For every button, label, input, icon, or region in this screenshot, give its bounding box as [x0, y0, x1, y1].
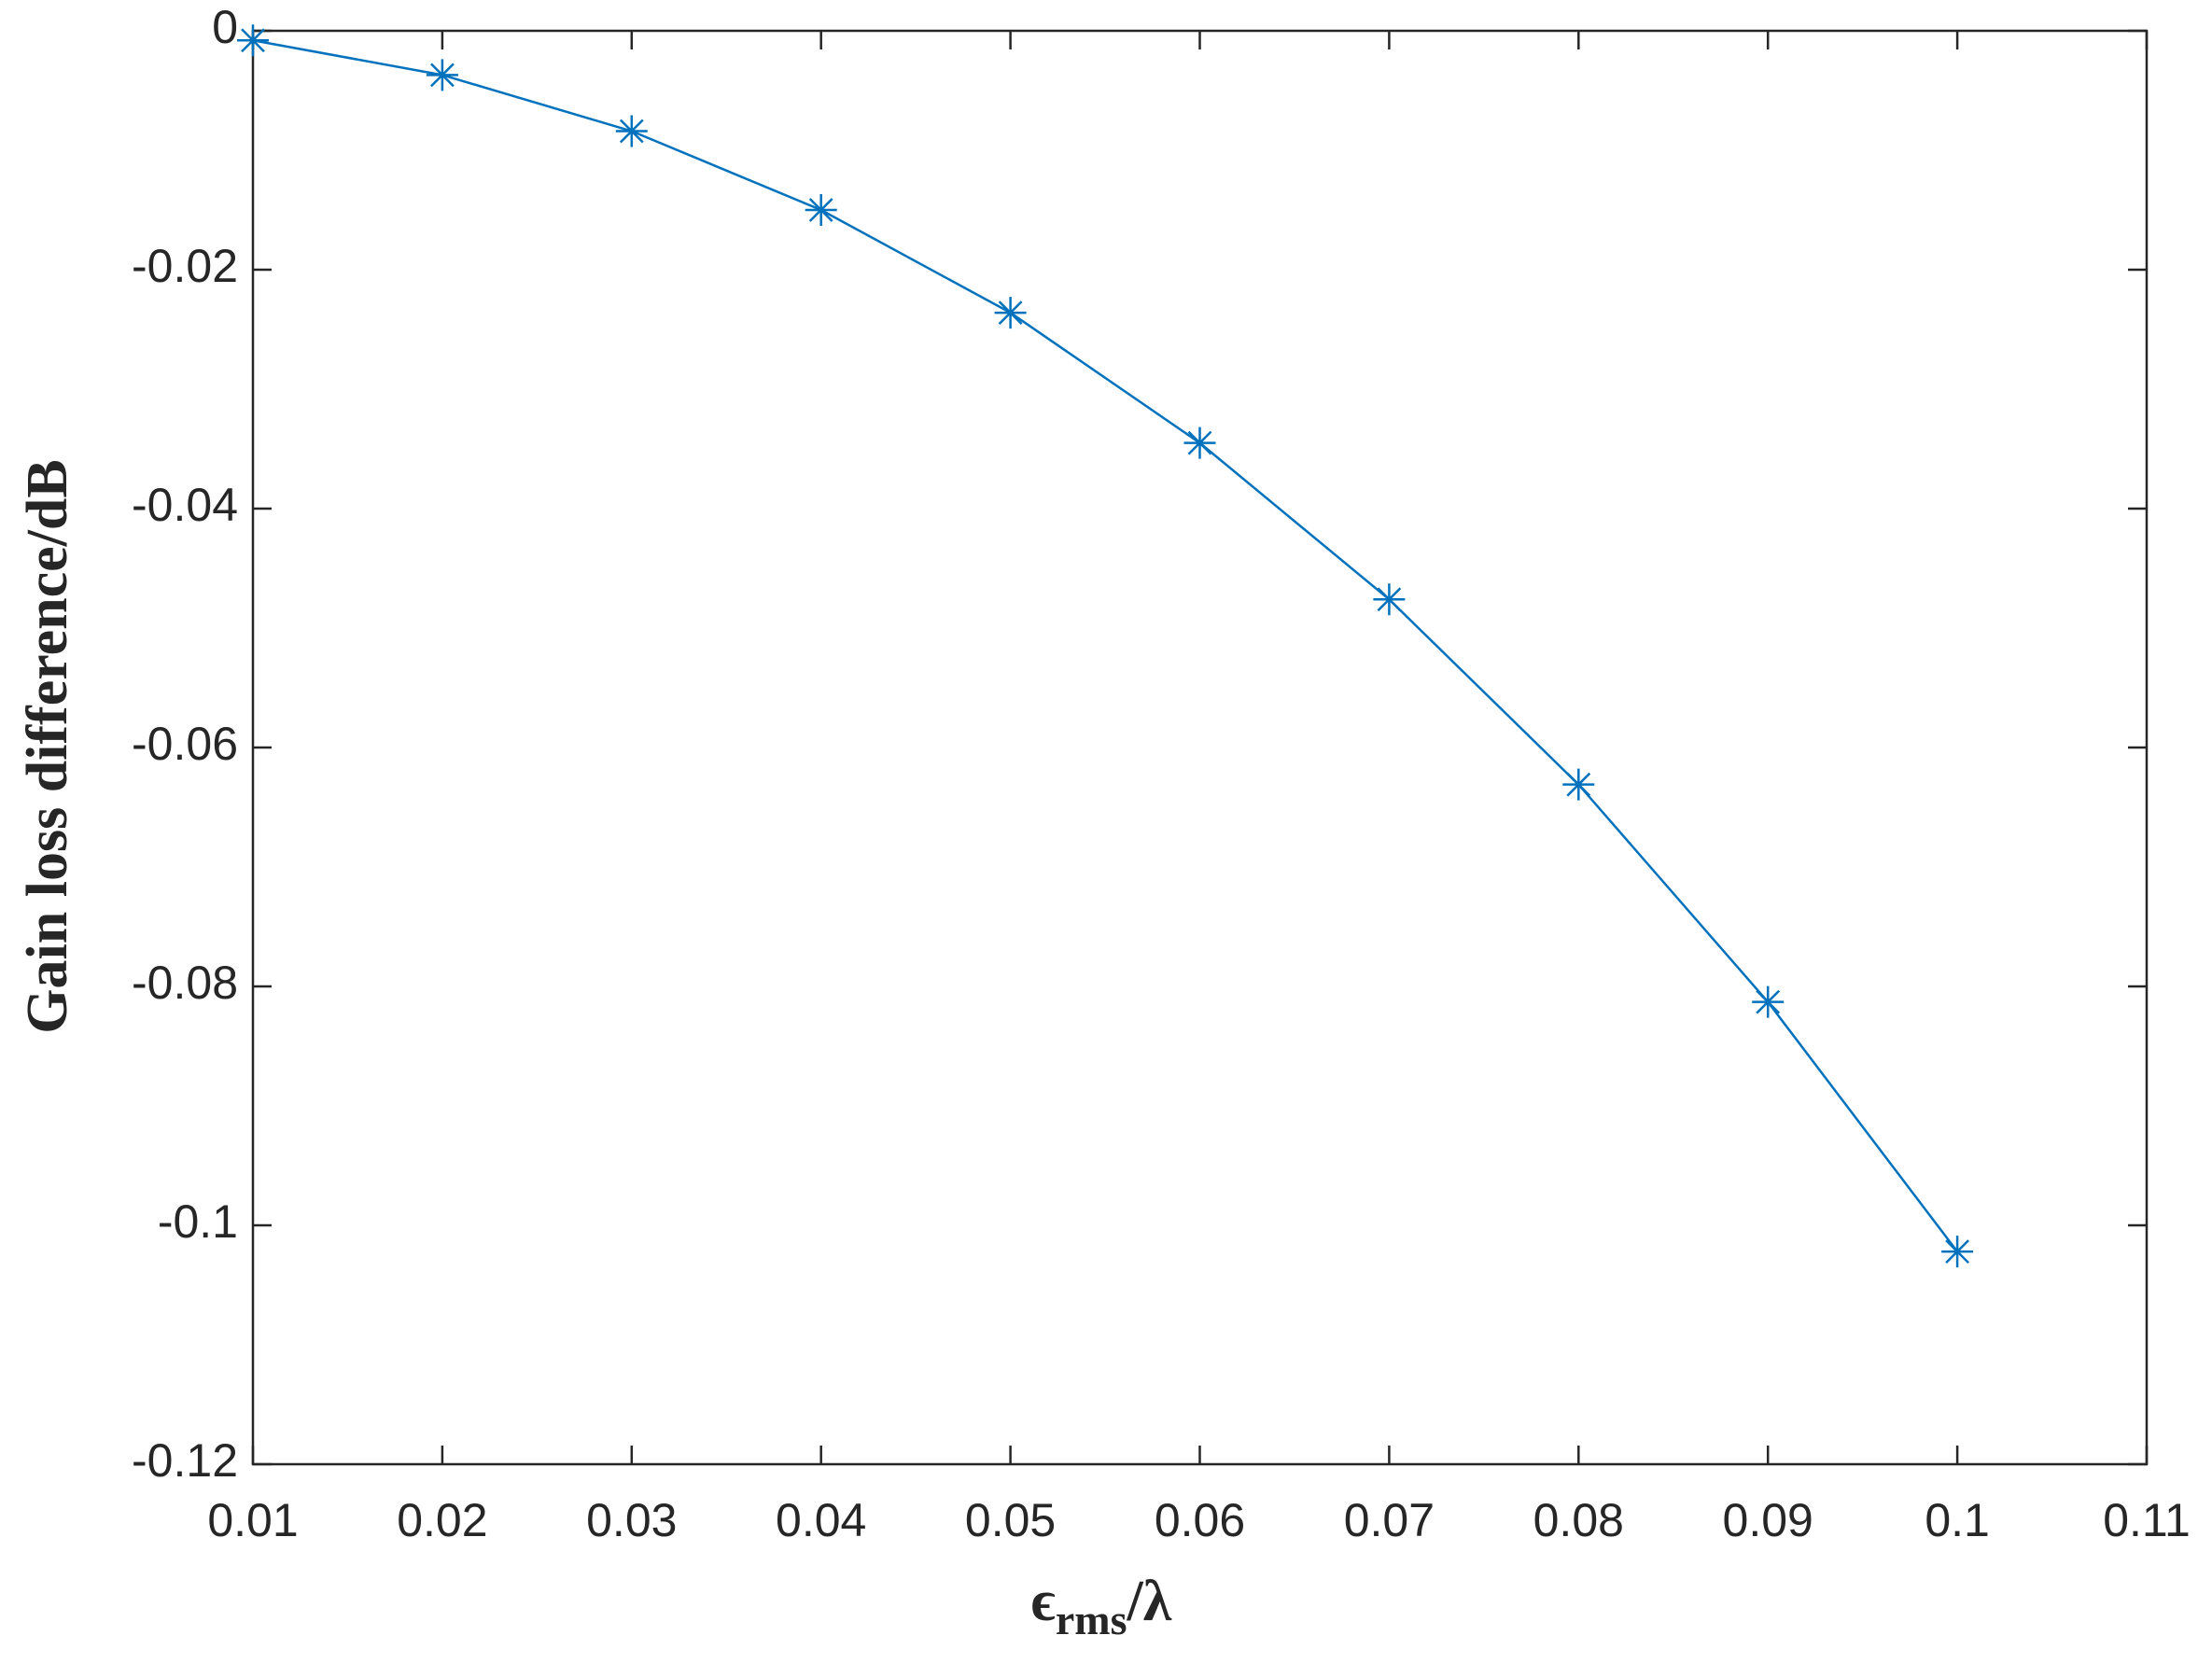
x-label-subscript: rms [1056, 1596, 1127, 1643]
y-tick-label: 0 [212, 1, 238, 53]
y-tick-label: -0.06 [132, 718, 238, 770]
data-marker [994, 297, 1027, 329]
data-marker [1183, 426, 1216, 459]
data-marker [1752, 985, 1785, 1018]
data-marker [805, 194, 837, 226]
data-marker [1941, 1236, 1974, 1268]
data-marker [1562, 768, 1595, 801]
x-tick-label: 0.09 [1723, 1494, 1813, 1546]
x-tick-label: 0.05 [965, 1494, 1056, 1546]
plot-frame [251, 29, 2149, 1466]
data-marker [1373, 583, 1406, 616]
data-line [252, 39, 1959, 1252]
x-tick-label: 0.11 [2103, 1494, 2191, 1546]
y-tick-label: -0.02 [132, 240, 238, 292]
y-tick-label: -0.1 [158, 1195, 238, 1248]
data-marker [615, 115, 648, 147]
x-tick-label: 0.04 [776, 1494, 866, 1546]
x-tick-label: 0.02 [397, 1494, 487, 1546]
x-axis-label: ϵrms/λ [1031, 1570, 1172, 1642]
data-marker [426, 59, 458, 91]
x-tick-label: 0.08 [1533, 1494, 1624, 1546]
y-tick-label: -0.12 [132, 1434, 238, 1487]
x-tick-label: 0.06 [1155, 1494, 1245, 1546]
x-tick-label: 0.07 [1344, 1494, 1435, 1546]
x-tick-label: 0.1 [1925, 1494, 1990, 1546]
y-axis-label: Gain loss difference/dB [16, 459, 79, 1033]
data-marker [237, 24, 269, 57]
x-tick-label: 0.01 [207, 1494, 298, 1546]
y-tick-label: -0.04 [132, 479, 238, 531]
x-label-tail: /λ [1127, 1570, 1172, 1633]
x-tick-label: 0.03 [586, 1494, 677, 1546]
y-tick-label: -0.08 [132, 957, 238, 1009]
x-label-symbol: ϵ [1031, 1570, 1056, 1633]
